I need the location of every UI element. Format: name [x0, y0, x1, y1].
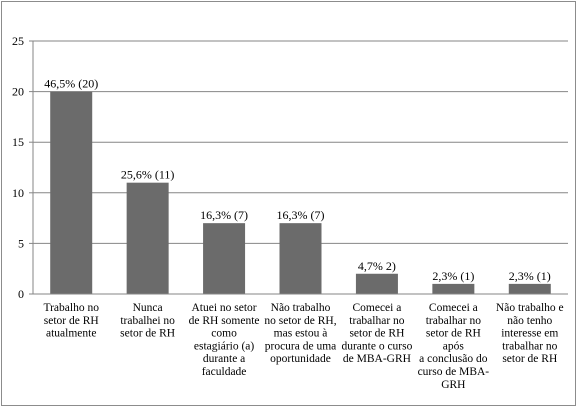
y-tick-label: 20: [12, 85, 24, 99]
category-label: de RH somente: [189, 315, 260, 327]
category-label: a conclusão do: [419, 353, 488, 365]
category-label: setor de RH: [349, 328, 404, 340]
data-label: 16,3% (7): [200, 208, 248, 222]
data-label: 2,3% (1): [432, 269, 474, 283]
category-label: Não trabalho: [271, 302, 331, 314]
bar: [432, 283, 475, 294]
category-label: setor de RH: [426, 328, 481, 340]
bar: [508, 283, 551, 294]
data-label: 46,5% (20): [44, 77, 98, 91]
category-label: de MBA-GRH: [343, 353, 411, 365]
category-label: estagiário (a): [194, 340, 255, 352]
category-label: faculdade: [202, 366, 247, 378]
y-tick-label: 5: [18, 236, 24, 250]
y-tick-label: 0: [18, 287, 24, 301]
data-label: 2,3% (1): [509, 269, 551, 283]
category-label: trabalhar no: [426, 315, 481, 327]
category-label: como: [211, 328, 237, 340]
y-tick-label: 10: [12, 186, 24, 200]
bar: [126, 182, 169, 294]
category-label: oportunidade: [270, 353, 331, 365]
category-label: trabalhar no: [502, 340, 557, 352]
category-label: após: [443, 340, 465, 352]
category-label: interesse em: [501, 328, 558, 340]
category-label: Atuei no setor: [191, 302, 256, 314]
category-label: setor de RH: [120, 328, 175, 340]
category-label: Comecei a: [352, 302, 401, 314]
category-label: Trabalho no: [43, 302, 99, 314]
category-label: Nunca: [133, 302, 163, 314]
category-label: Não trabalho e: [496, 302, 564, 314]
category-label: trabalhar no: [349, 315, 404, 327]
category-label: procura de uma: [265, 340, 337, 352]
category-label: trabalhei no: [120, 315, 175, 327]
y-tick-label: 25: [12, 34, 24, 48]
category-label: atualmente: [46, 328, 96, 340]
y-tick-label: 15: [12, 135, 24, 149]
bar: [203, 223, 246, 294]
category-label: setor de RH: [502, 353, 557, 365]
data-label: 25,6% (11): [121, 168, 175, 182]
category-label: setor de RH: [44, 315, 99, 327]
data-label: 4,7% 2): [358, 259, 396, 273]
category-label: não tenho: [507, 315, 552, 327]
bar: [355, 273, 398, 294]
category-label: durante a: [203, 353, 245, 365]
category-label: mas estou à: [274, 328, 328, 340]
bar: [279, 223, 322, 294]
category-label: GRH: [441, 379, 465, 391]
category-label: durante o curso: [341, 340, 412, 352]
data-label: 16,3% (7): [277, 208, 325, 222]
bar: [50, 91, 93, 294]
category-label: curso de MBA-: [418, 366, 490, 378]
category-label: no setor de RH,: [264, 315, 336, 327]
category-label: Comecei a: [429, 302, 478, 314]
